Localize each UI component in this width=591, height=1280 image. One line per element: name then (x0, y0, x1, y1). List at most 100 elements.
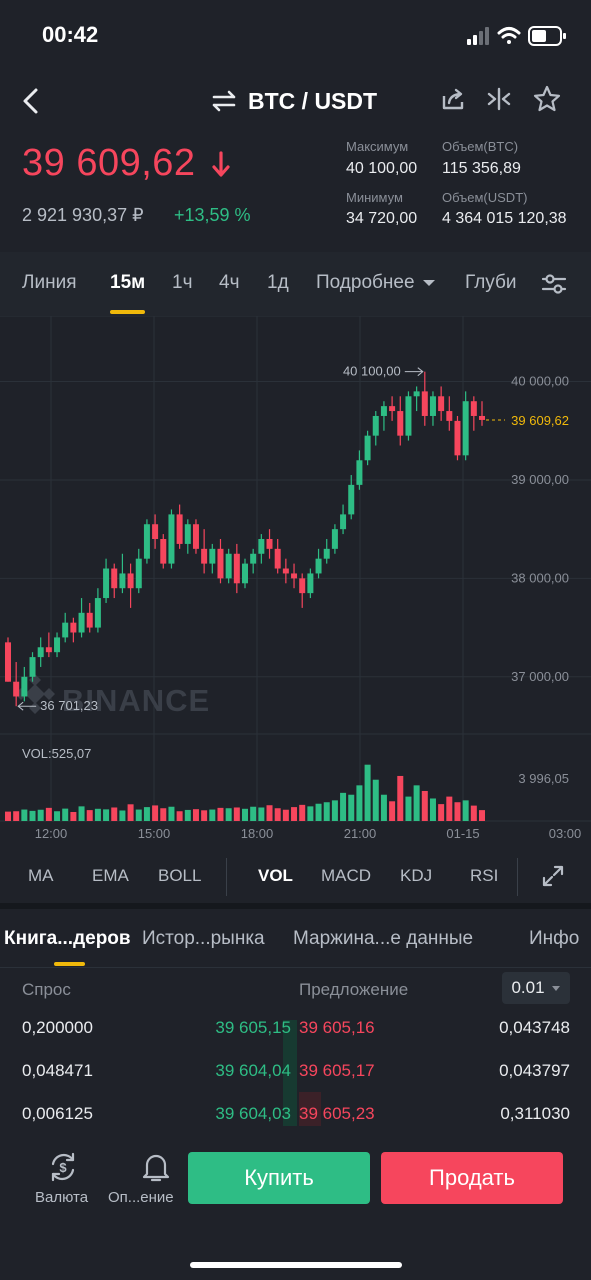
candlestick-chart[interactable]: 40 000,00 39 000,00 38 000,00 37 000,00 12:0… (0, 316, 591, 846)
tab-1h[interactable]: 1ч (172, 272, 193, 293)
chart-settings-icon[interactable] (540, 270, 568, 298)
volume-bar (348, 794, 355, 821)
volume-bar (242, 808, 248, 821)
volume-label: VOL:525,07 (22, 746, 91, 761)
last-price: 39 609,62 (22, 142, 231, 185)
tab-info[interactable]: Инфо (529, 928, 580, 949)
candle-body (462, 401, 469, 456)
volume-bar (462, 800, 469, 821)
x-tick-label: 12:00 (35, 826, 68, 841)
volume-bar (37, 809, 44, 821)
volume-bar (372, 779, 379, 821)
share-icon[interactable] (438, 84, 468, 114)
tab-depth[interactable]: Глуби (465, 272, 517, 293)
candle-body (62, 622, 69, 638)
bid-depth-bar (283, 1020, 297, 1126)
swap-icon (212, 90, 236, 112)
candle-body (5, 642, 11, 682)
ask-header: Предложение (299, 980, 409, 999)
candle-body (438, 396, 445, 412)
volume-bar (470, 805, 477, 821)
y-tick-label: 40 000,00 (511, 374, 569, 389)
pair-selector[interactable]: BTC / USDT (210, 84, 377, 118)
candle-body (274, 548, 281, 569)
candle-body (233, 553, 240, 584)
indicator-separator (226, 858, 227, 896)
candle-body (143, 524, 150, 559)
order-book-row[interactable]: 0,006125 39 604,03 39 605,23 0,311030 (22, 1104, 570, 1123)
volume-bar (413, 785, 420, 821)
volume-bar (446, 796, 453, 821)
tab-order-book[interactable]: Книга...деров (4, 928, 131, 949)
compare-icon[interactable] (484, 84, 514, 114)
currency-convert-icon[interactable]: $ (46, 1150, 80, 1184)
buy-button[interactable]: Купить (188, 1152, 370, 1204)
volume-bar (103, 809, 110, 821)
tab-15m[interactable]: 15м (110, 272, 146, 293)
volume-bar (29, 810, 36, 821)
volume-bar (479, 810, 485, 821)
tab-1d[interactable]: 1д (267, 272, 289, 293)
down-arrow-icon (212, 151, 230, 177)
indicator-vol[interactable]: VOL (258, 866, 293, 885)
volume-bar (217, 807, 224, 821)
sell-button[interactable]: Продать (381, 1152, 563, 1204)
alerts-label: Оп...ение (108, 1189, 174, 1206)
signal-icon (467, 27, 489, 45)
candle-body (315, 558, 322, 574)
precision-select[interactable]: 0.01 (502, 972, 570, 1004)
volume-bar (397, 775, 404, 821)
indicator-ma[interactable]: MA (28, 866, 54, 885)
tab-market-history[interactable]: Истор...рынка (142, 928, 265, 949)
bell-icon[interactable] (141, 1150, 171, 1184)
volume-bar (111, 807, 118, 821)
candle-body (291, 573, 298, 579)
candle-body (454, 420, 461, 456)
candle-body (470, 401, 477, 416)
candle-body (348, 484, 355, 515)
indicator-boll[interactable]: BOLL (158, 866, 202, 885)
volume-bar (299, 804, 306, 821)
candle-body (21, 676, 28, 697)
volume-bar (86, 810, 93, 821)
high-value: 40 100,00 (346, 160, 418, 177)
candle-body (176, 514, 183, 544)
low-label: Минимум (346, 190, 403, 205)
volume-bar (380, 794, 387, 821)
volume-bar (315, 803, 322, 821)
candle-body (217, 548, 224, 579)
order-book-row[interactable]: 0,048471 39 604,04 39 605,17 0,043797 (22, 1061, 570, 1080)
volume-bar (13, 811, 20, 821)
tab-4h[interactable]: 4ч (219, 272, 240, 293)
volume-bar (184, 809, 191, 821)
order-book-row[interactable]: 0,200000 39 605,15 39 605,16 0,043748 (22, 1018, 570, 1037)
change-percent: +13,59 % (174, 205, 251, 225)
tab-margin-data[interactable]: Маржина...е данные (293, 928, 474, 949)
indicator-rsi[interactable]: RSI (470, 866, 499, 885)
volume-bar (307, 806, 314, 821)
x-tick-label: 21:00 (344, 826, 377, 841)
volume-bar (94, 808, 101, 821)
fullscreen-icon[interactable] (541, 864, 565, 888)
candle-body (413, 391, 420, 397)
binance-watermark: BINANCE (15, 674, 209, 718)
volume-bar (70, 811, 77, 821)
tab-line[interactable]: Линия (22, 272, 77, 293)
x-tick-label: 01-15 (446, 826, 479, 841)
y-tick-label: 38 000,00 (511, 570, 569, 585)
candle-body (103, 568, 110, 599)
indicator-ema[interactable]: EMA (92, 866, 129, 885)
volume-bar (201, 810, 208, 821)
candle-body (372, 415, 379, 436)
volume-bar (192, 809, 199, 821)
indicator-kdj[interactable]: KDJ (400, 866, 433, 885)
volume-bar (291, 807, 298, 821)
candle-body (225, 553, 232, 579)
candle-body (282, 568, 289, 574)
indicator-macd[interactable]: MACD (321, 866, 372, 885)
back-icon[interactable] (14, 82, 54, 122)
favorite-star-icon[interactable] (532, 84, 562, 114)
volume-bar (5, 811, 11, 821)
tab-more[interactable]: Подробнее (316, 272, 436, 294)
candle-body (201, 548, 208, 564)
